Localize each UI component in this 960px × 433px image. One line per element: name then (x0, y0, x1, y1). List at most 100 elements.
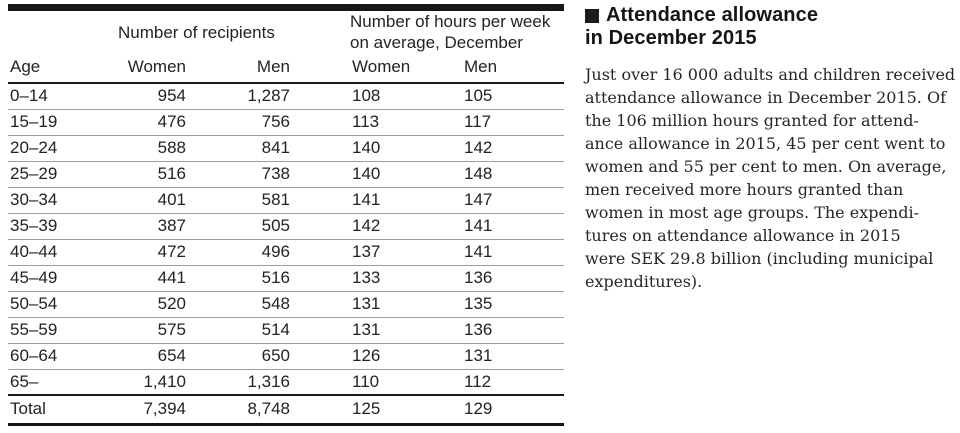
cell-value: 841 (186, 135, 350, 162)
article-title-line1-wrap: Attendance allowance (585, 4, 957, 27)
body-text-line: Just over 16 000 adults and children rec… (585, 65, 956, 84)
cell-value: 520 (118, 291, 186, 318)
group-header-hours-label: Number of hours per week on average, Dec… (350, 12, 551, 52)
col-header-men-recip: Men (186, 53, 350, 84)
cell-age: 40–44 (8, 239, 118, 266)
cell-value: 136 (462, 317, 564, 344)
cell-age: 0–14 (8, 83, 118, 110)
cell-value: 131 (462, 343, 564, 370)
table-row: 60–64 654 650 126 131 (8, 343, 564, 370)
statistics-table: Number of recipients Number of hours per… (8, 4, 564, 426)
cell-value: 650 (186, 343, 350, 370)
table-row: 25–29 516 738 140 148 (8, 161, 564, 188)
cell-value: 575 (118, 317, 186, 344)
body-text-line: expenditures). (585, 272, 703, 291)
cell-value: 581 (186, 187, 350, 214)
cell-value: 954 (118, 83, 186, 110)
col-header-women-recip: Women (118, 53, 186, 84)
cell-value: 131 (350, 317, 462, 344)
body-text-line: attendance allowance in December 2015. O… (585, 88, 947, 107)
body-text-line: ance allowance in 2015, 45 per cent went… (585, 134, 946, 153)
table-row: 30–34 401 581 141 147 (8, 187, 564, 214)
table-body: 0–14 954 1,287 108 105 15–19 476 756 113 117 20–24… (8, 83, 564, 424)
cell-value: 110 (350, 369, 462, 396)
column-header-row: Age Women Men Women Men (8, 53, 564, 84)
article-body: Just over 16 000 adults and children rec… (585, 63, 957, 293)
table-row: 65– 1,410 1,316 110 112 (8, 369, 564, 396)
cell-value: 113 (350, 109, 462, 136)
cell-value: 131 (350, 291, 462, 318)
cell-value: 112 (462, 369, 564, 396)
cell-value: 117 (462, 109, 564, 136)
article-title: Attendance allowance in December 2015 (585, 4, 957, 50)
cell-value: 654 (118, 343, 186, 370)
cell-value: 441 (118, 265, 186, 292)
cell-value: 505 (186, 213, 350, 240)
col-header-age: Age (8, 53, 118, 84)
cell-value: 401 (118, 187, 186, 214)
cell-value: 147 (462, 187, 564, 214)
cell-value: 1,410 (118, 369, 186, 396)
cell-value: 472 (118, 239, 186, 266)
cell-value: 7,394 (143, 399, 186, 419)
cell-value: 496 (186, 239, 350, 266)
table-row: 15–19 476 756 113 117 (8, 109, 564, 136)
cell-value: 142 (350, 213, 462, 240)
cell-value: 141 (462, 239, 564, 266)
table-row: 40–44 472 496 137 141 (8, 239, 564, 266)
body-text-line: tures on attendance allowance in 2015 (585, 226, 901, 245)
cell-value: 8,748 (247, 399, 290, 419)
cell-value: 125 (352, 399, 381, 419)
cell-age: 50–54 (8, 291, 118, 318)
cell-age: 15–19 (8, 109, 118, 136)
table-row: 50–54 520 548 131 135 (8, 291, 564, 318)
cell-value: 387 (118, 213, 186, 240)
col-header-men-hours: Men (462, 53, 564, 84)
cell-value: 516 (118, 161, 186, 188)
cell-age: 35–39 (8, 213, 118, 240)
cell-value: 126 (350, 343, 462, 370)
table-row: 35–39 387 505 142 141 (8, 213, 564, 240)
cell-age: 60–64 (8, 343, 118, 370)
table-row: 45–49 441 516 133 136 (8, 265, 564, 292)
cell-value: 588 (118, 135, 186, 162)
cell-value: 476 (118, 109, 186, 136)
cell-value: 756 (186, 109, 350, 136)
body-text-line: men received more hours granted than (585, 180, 904, 199)
table-row: 55–59 575 514 131 136 (8, 317, 564, 344)
cell-value: 148 (462, 161, 564, 188)
cell-age: 65– (8, 369, 118, 396)
cell-age: 20–24 (8, 135, 118, 162)
cell-value: 137 (350, 239, 462, 266)
cell-value: 129 (464, 399, 493, 419)
article-title-line1: Attendance allowance (606, 4, 819, 26)
article: Attendance allowance in December 2015 Ju… (585, 4, 957, 293)
cell-value: 141 (350, 187, 462, 214)
group-header-row: Number of recipients Number of hours per… (8, 8, 564, 54)
cell-age: 25–29 (8, 161, 118, 188)
cell-value: 140 (350, 161, 462, 188)
col-header-women-hours: Women (350, 53, 462, 84)
body-text-line: were SEK 29.8 billion (including municip… (585, 249, 934, 268)
cell-value: 142 (462, 135, 564, 162)
cell-value: 140 (350, 135, 462, 162)
article-title-line2: in December 2015 (585, 27, 757, 49)
cell-value: 108 (350, 83, 462, 110)
cell-value: 141 (462, 213, 564, 240)
body-text-line: the 106 million hours granted for attend… (585, 111, 919, 130)
cell-value: 136 (462, 265, 564, 292)
cell-value: 548 (186, 291, 350, 318)
cell-age: 45–49 (8, 265, 118, 292)
table-head: Number of recipients Number of hours per… (8, 8, 564, 84)
square-bullet-icon (585, 8, 599, 23)
cell-age: 30–34 (8, 187, 118, 214)
cell-value: 133 (350, 265, 462, 292)
cell-age: Total (10, 399, 46, 419)
table-row: 0–14 954 1,287 108 105 (8, 83, 564, 110)
cell-value: 514 (186, 317, 350, 344)
table-row-total: Total 7,394 8,748 125 129 (8, 395, 564, 424)
group-header-spacer (8, 8, 118, 54)
table-row: 20–24 588 841 140 142 (8, 135, 564, 162)
cell-value: 516 (186, 265, 350, 292)
body-text-line: women and 55 per cent to men. On average… (585, 157, 947, 176)
